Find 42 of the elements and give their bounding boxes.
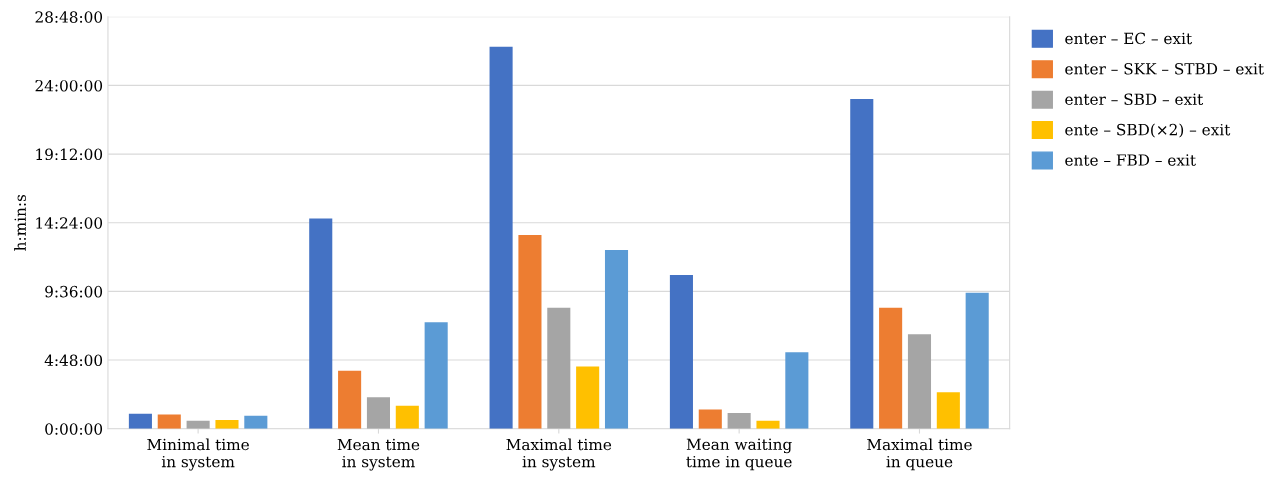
y-tick-label: 4:48:00 bbox=[44, 354, 103, 367]
bar bbox=[309, 218, 333, 429]
bar bbox=[756, 420, 780, 429]
x-tick-label: Maximal time in queue bbox=[867, 438, 972, 471]
bar bbox=[424, 322, 448, 429]
legend-label: enter – SBD – exit bbox=[1065, 93, 1204, 105]
bar bbox=[879, 307, 903, 429]
bar bbox=[215, 420, 239, 429]
bar bbox=[128, 413, 152, 429]
x-tick-label: Maximal time in system bbox=[506, 438, 612, 471]
y-tick-label: 0:00:00 bbox=[45, 423, 103, 435]
legend-label: ente – SBD(×2) – exit bbox=[1065, 123, 1231, 138]
bar bbox=[850, 99, 874, 429]
bar bbox=[366, 397, 390, 429]
bar bbox=[936, 392, 960, 429]
x-tick-label: Minimal time in system bbox=[147, 438, 249, 471]
bar bbox=[489, 46, 513, 429]
legend-label: enter – SKK – STBD – exit bbox=[1065, 63, 1264, 75]
bar bbox=[576, 366, 600, 429]
y-tick-label: 28:48:00 bbox=[35, 11, 103, 23]
bar bbox=[338, 370, 362, 429]
legend-label: enter – EC – exit bbox=[1065, 32, 1192, 45]
bar bbox=[604, 249, 629, 429]
bar bbox=[395, 405, 419, 429]
y-tick-label: 24:00:00 bbox=[35, 79, 103, 92]
bar bbox=[157, 414, 181, 429]
x-tick-label: Mean time in system bbox=[337, 438, 420, 471]
y-tick-label: 19:12:00 bbox=[36, 148, 103, 161]
bar bbox=[907, 334, 932, 429]
y-tick-label: 14:24:00 bbox=[36, 217, 103, 229]
bar bbox=[785, 352, 809, 429]
y-tick-label: 9:36:00 bbox=[45, 285, 103, 298]
y-axis-title: h:min:s bbox=[14, 194, 26, 251]
bar bbox=[547, 307, 571, 429]
bar bbox=[518, 234, 542, 429]
bar bbox=[965, 292, 989, 429]
bar bbox=[244, 415, 268, 429]
bar bbox=[698, 409, 722, 429]
bar bbox=[727, 412, 751, 429]
x-tick-label: Mean waiting time in queue bbox=[686, 438, 792, 471]
bar bbox=[669, 274, 693, 429]
legend-label: ente – FBD – exit bbox=[1065, 154, 1196, 166]
